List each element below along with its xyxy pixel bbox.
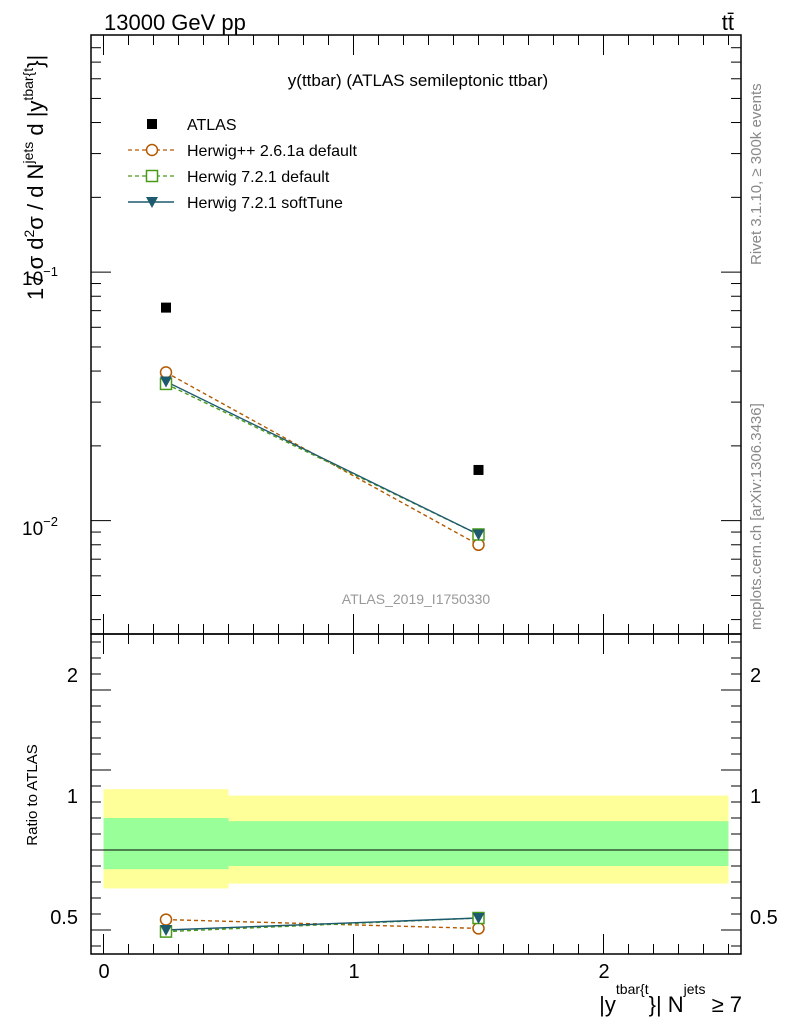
ytick-base-1e-2: 10 [22, 519, 43, 540]
rivet-label: Rivet 3.1.10, ≥ 300k events [748, 83, 765, 265]
ratio-ytick-right-2: 2 [750, 665, 761, 687]
ratio-point-series-0-1 [472, 922, 485, 935]
main-point-series-3-1 [472, 529, 485, 541]
ratio-ytick-right-0.5: 0.5 [750, 907, 778, 929]
ratio-series-markers [159, 911, 485, 938]
legend-entry-herwig7-softtune: Herwig 7.2.1 softTune [128, 195, 343, 212]
ratio-bands [103, 789, 729, 889]
ratio-ytick-left-0.5: 0.5 [50, 907, 78, 929]
ylabel-part-4: }| [23, 55, 48, 68]
ylabel-part-2: σ / d N [23, 164, 48, 230]
legend-entry-herwigpp: Herwig++ 2.6.1a default [128, 143, 357, 160]
x-axis-label: |ytbar{t}| Njets ≥ 7 [599, 981, 742, 1017]
ytick-exp-1e-2: −2 [43, 514, 58, 529]
ytick-exp-1e-1: −1 [43, 264, 58, 279]
ytick-label-1e-2: 10−2 [22, 514, 58, 540]
ratio-point-series-0-0 [159, 913, 173, 926]
legend-entry-atlas: ATLAS [147, 117, 237, 134]
xlabel-sup-tbar: tbar{t [616, 981, 649, 997]
main-y-axis-label: 1 / σ d2σ / d Njets d |ytbar{t}| [20, 55, 48, 300]
xlabel-part-2: }| N [649, 992, 684, 1017]
ratio-point-series-2-0 [160, 925, 172, 936]
main-point-series-1-0 [159, 366, 173, 379]
ratio-ytick-right-1: 1 [750, 786, 761, 808]
legend-label-atlas: ATLAS [187, 117, 237, 134]
main-point-series-3-0 [160, 376, 172, 388]
ylabel-part-3: d |y [23, 101, 48, 142]
ytick-label-1e-1: 10−1 [22, 264, 58, 290]
axis-ticks [91, 34, 741, 954]
axes-frames [90, 34, 742, 955]
ratio-ytick-left-2: 2 [67, 665, 78, 687]
ylabel-sup-jets: jets [20, 142, 36, 165]
mcplots-label: mcplots.cern.ch [arXiv:1306.3436] [748, 403, 765, 630]
ratio-series-lines [165, 917, 479, 933]
main-series-markers [159, 302, 485, 552]
xlabel-part-3: ≥ 7 [705, 992, 742, 1017]
energy-label: 13000 GeV pp [104, 10, 246, 35]
ratio-band-green-0 [103, 818, 229, 870]
main-point-series-0-1 [473, 464, 484, 475]
main-line-series-3 [165, 380, 479, 536]
legend-label-herwig7-default: Herwig 7.2.1 default [187, 169, 330, 186]
legend-marker-atlas [147, 119, 157, 129]
chart-title: y(ttbar) (ATLAS semileptonic ttbar) [288, 71, 548, 90]
xtick-label-2: 2 [598, 961, 609, 983]
ratio-band-green-1 [228, 821, 729, 866]
xlabel-sup-jets: jets [683, 981, 706, 997]
ratio-y-axis-label: Ratio to ATLAS [24, 744, 41, 845]
ylabel-sup-tbar: tbar{t [20, 68, 36, 101]
ytick-base-1e-1: 10 [22, 269, 43, 290]
legend: ATLAS Herwig++ 2.6.1a default Herwig 7.2… [128, 117, 357, 212]
legend-entry-herwig7-default: Herwig 7.2.1 default [128, 169, 330, 186]
ylabel-sup-2: 2 [21, 230, 37, 238]
legend-label-herwig7-softtune: Herwig 7.2.1 softTune [187, 195, 343, 212]
legend-label-herwigpp: Herwig++ 2.6.1a default [187, 143, 357, 160]
analysis-watermark: ATLAS_2019_I1750330 [342, 591, 491, 607]
legend-marker-herwig7-default [145, 169, 159, 183]
ratio-ytick-left-1: 1 [67, 786, 78, 808]
main-series-lines [165, 371, 479, 546]
ratio-point-series-2-1 [472, 913, 485, 924]
xtick-label-0: 0 [98, 961, 109, 983]
ratio-line-series-2 [165, 917, 479, 931]
main-point-series-1-1 [472, 538, 485, 552]
process-label: tt̄ [722, 10, 734, 35]
xlabel-part-1: |y [599, 992, 616, 1017]
legend-marker-herwigpp [145, 143, 159, 157]
main-point-series-0-0 [161, 302, 171, 313]
xtick-label-1: 1 [348, 961, 359, 983]
ylabel-part-1: 1 / σ d [23, 238, 48, 301]
legend-marker-herwig7-softtune [146, 197, 158, 208]
ratio-frame [90, 633, 742, 955]
